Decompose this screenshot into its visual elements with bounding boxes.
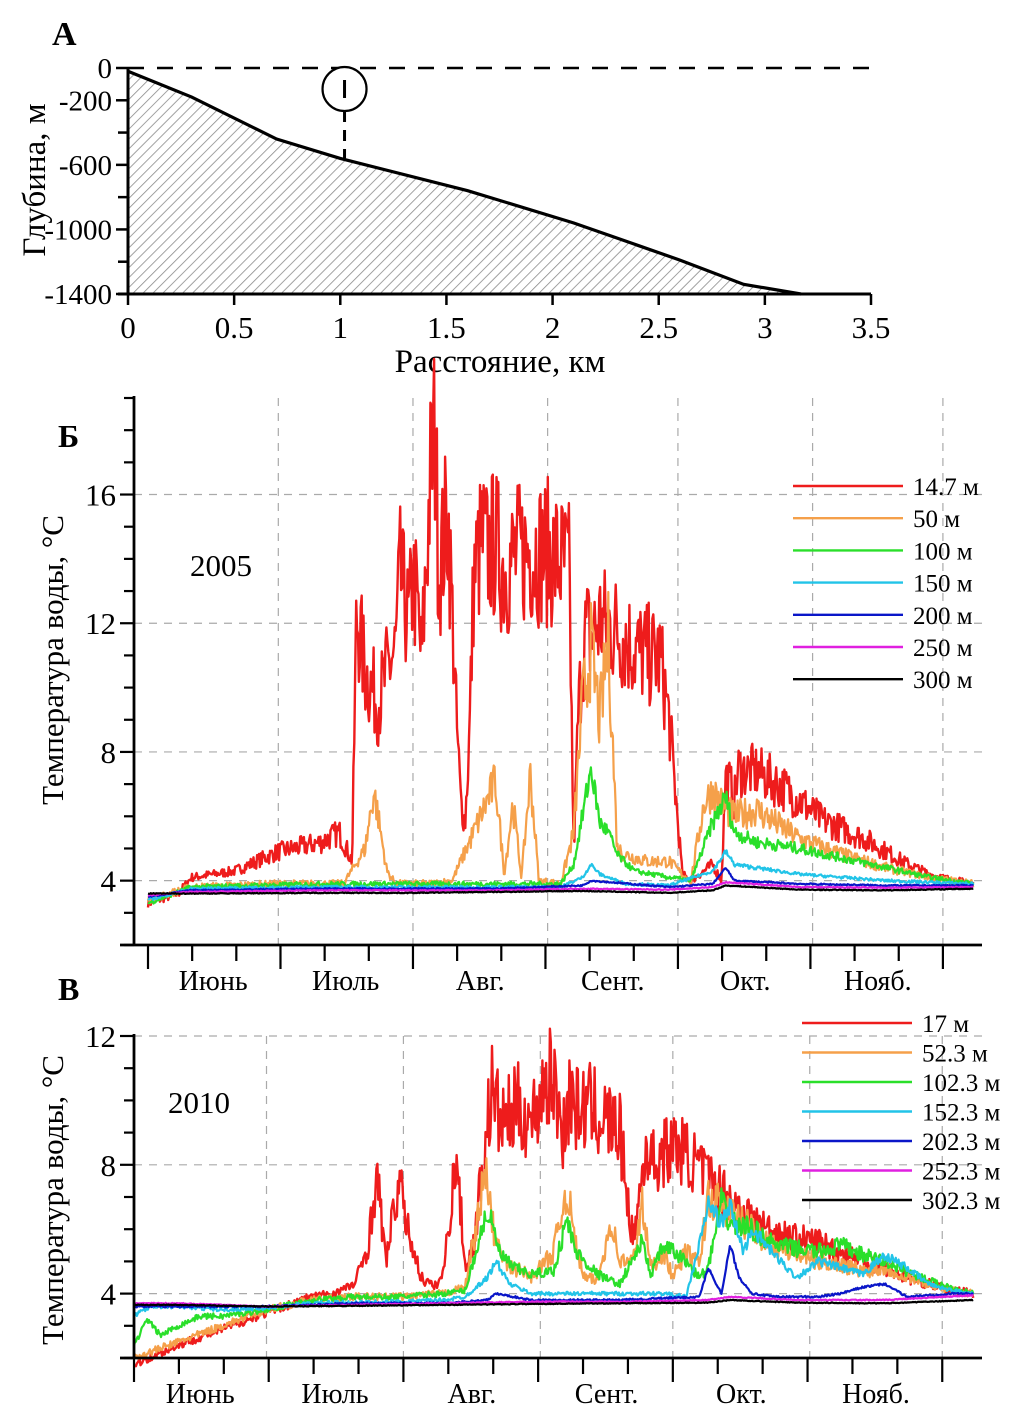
x-tick-label: 2: [545, 310, 561, 345]
legend-label: 202.3 м: [922, 1129, 1001, 1156]
x-tick-label: 3: [757, 310, 773, 345]
y-tick-label: 8: [101, 1148, 117, 1183]
legend-label: 17 м: [922, 1011, 969, 1038]
x-tick-label: 1: [333, 310, 349, 345]
y-tick-label: 8: [101, 735, 117, 770]
seabed-area: [128, 71, 801, 294]
y-tick-label: 12: [85, 606, 116, 641]
legend-label: 302.3 м: [922, 1188, 1001, 1215]
x-tick-label: 0: [120, 310, 136, 345]
x-tick-label: 3.5: [852, 310, 891, 345]
y-tick-label: -600: [59, 150, 112, 182]
panel-a-depth-profile: А 0 0.5 1 1.5 2 2.5 3 3.50-200-600-1000-1400 Ра…: [17, 16, 890, 380]
x-tick-label: 2.5: [639, 310, 678, 345]
x-month-label: Окт.: [720, 966, 771, 997]
legend-label: 102.3 м: [922, 1070, 1001, 1097]
series-line-250m: [147, 881, 974, 897]
y-tick-label: 16: [85, 478, 116, 513]
y-tick-label: -1400: [44, 279, 112, 311]
panel-label: А: [52, 16, 77, 53]
legend-label: 250 м: [913, 635, 973, 662]
series-line-100m: [147, 766, 975, 905]
x-month-label: Июнь: [179, 966, 248, 997]
x-month-label: Авг.: [447, 1379, 496, 1410]
legend-label: 252.3 м: [922, 1159, 1001, 1186]
x-tick-label: 0.5: [215, 310, 254, 345]
x-month-label: Июль: [312, 966, 379, 997]
x-tick-label: 1.5: [427, 310, 466, 345]
seabed-profile-line: [127, 69, 802, 296]
x-month-label: Нояб.: [842, 1379, 910, 1410]
legend-label: 100 м: [913, 538, 973, 565]
year-label: 2005: [190, 548, 252, 583]
panel-b-temperature-2005: Б 2005 Температура воды, °C 4 8 12 16 Июнь Ию…: [35, 357, 982, 997]
y-tick-label: -1000: [44, 214, 112, 246]
x-month-label: Сент.: [575, 1379, 639, 1410]
series-line-200m: [147, 867, 974, 898]
x-month-label: Авг.: [456, 966, 505, 997]
x-month-label: Нояб.: [844, 966, 912, 997]
x-month-label: Июль: [301, 1379, 368, 1410]
y-tick-label: 0: [98, 53, 113, 85]
legend-label: 50 м: [913, 506, 960, 533]
series-line-14.7m: [146, 357, 975, 908]
x-month-label: Окт.: [716, 1379, 767, 1410]
legend-label: 200 м: [913, 603, 973, 630]
panel-label: Б: [58, 418, 79, 454]
y-axis-label: Глубина, м: [17, 103, 53, 256]
series-line-102.3m: [132, 1187, 975, 1346]
series-line-302.3m: [133, 1298, 974, 1308]
legend-label: 300 м: [913, 667, 973, 694]
series-line-300m: [147, 884, 974, 895]
legend-label: 152.3 м: [922, 1100, 1001, 1127]
x-axis-label: Расстояние, км: [395, 344, 606, 380]
year-label: 2010: [168, 1085, 230, 1120]
y-axis-label: Температура воды, °C: [35, 515, 70, 805]
y-tick-label: 4: [101, 864, 117, 899]
y-tick-label: 4: [101, 1277, 117, 1312]
legend-label: 150 м: [913, 571, 973, 598]
y-tick-label: -200: [59, 85, 112, 117]
y-axis-label: Температура воды, °C: [35, 1055, 70, 1345]
y-tick-label: 12: [85, 1019, 116, 1054]
legend-label: 14.7 м: [913, 474, 979, 501]
panel-c-temperature-2010: В 2010 Температура воды, °C 4 8 12 Июнь Июль…: [35, 971, 1001, 1410]
legend-label: 52.3 м: [922, 1041, 988, 1068]
panel-label: В: [58, 971, 79, 1007]
x-month-label: Июнь: [166, 1379, 235, 1410]
x-month-label: Сент.: [581, 966, 645, 997]
